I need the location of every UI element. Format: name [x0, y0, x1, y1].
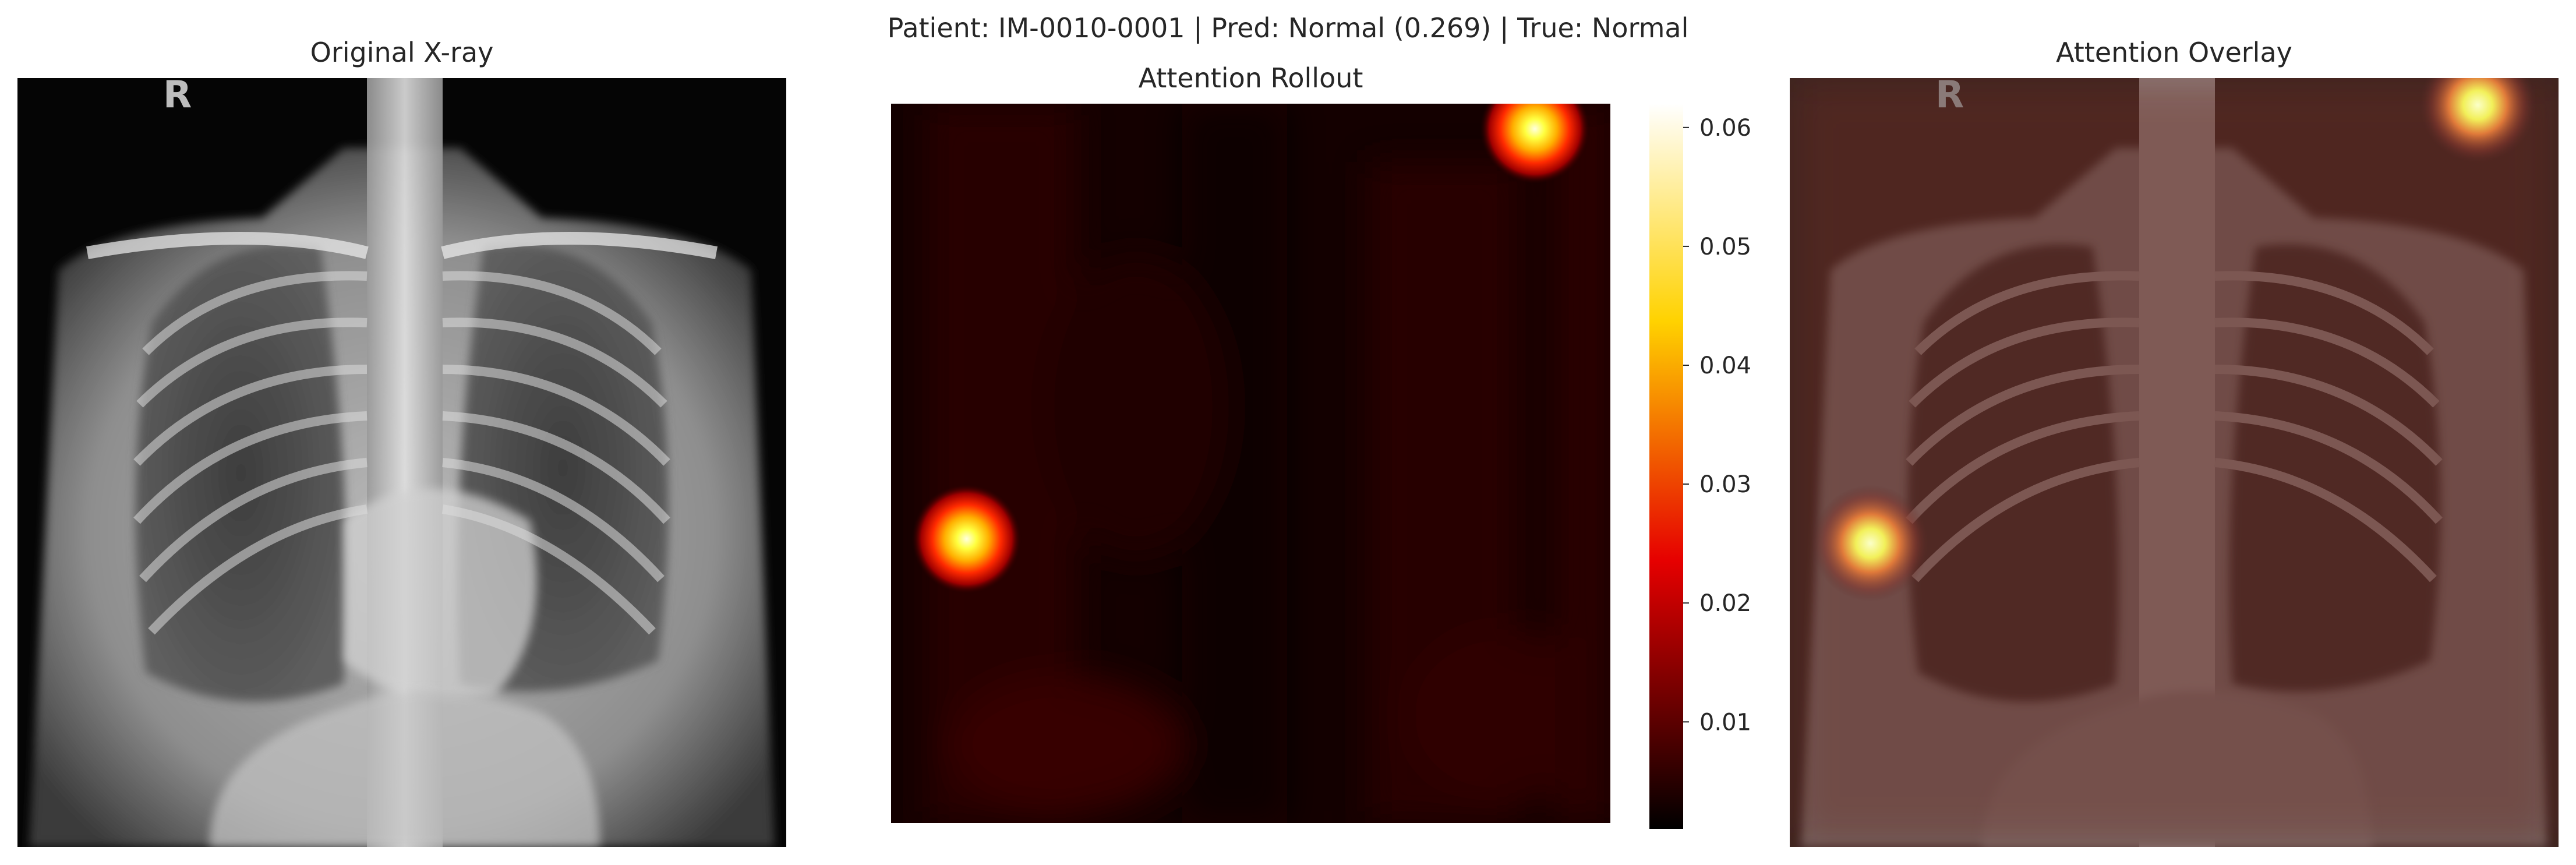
xray-panel-title: Original X-ray	[310, 37, 494, 68]
colorbar-gradient	[1649, 104, 1683, 829]
figure-suptitle: Patient: IM-0010-0001 | Pred: Normal (0.…	[887, 12, 1689, 44]
colorbar-tick-label: 0.05	[1699, 234, 1751, 260]
colorbar-tick-label: 0.01	[1699, 709, 1751, 736]
overlay-marker-label: R	[1935, 78, 1964, 116]
overlay-hotspot-1	[2419, 78, 2536, 164]
heatmap-hotspot-2	[911, 483, 1022, 595]
heatmap-hotspots	[911, 104, 1591, 595]
heatmap-canvas	[891, 104, 1610, 823]
rollout-panel-title: Attention Rollout	[1138, 62, 1363, 94]
colorbar-tick-label: 0.04	[1699, 352, 1751, 379]
overlay-panel-title: Attention Overlay	[2056, 37, 2292, 68]
overlay-hotspot-2	[1812, 485, 1929, 602]
overlay-hotspots	[1812, 78, 2536, 602]
colorbar-tick-label: 0.02	[1699, 590, 1751, 617]
xray-marker-label: R	[163, 78, 192, 116]
xray-image: R	[17, 78, 786, 847]
heatmap-hotspot-1	[1479, 104, 1591, 185]
overlay-drawing: R	[1790, 78, 2559, 847]
colorbar-tick-label: 0.03	[1699, 471, 1751, 498]
heatmap-background-texture	[926, 104, 1610, 823]
xray-drawing: R	[17, 78, 786, 847]
colorbar-tick-label: 0.06	[1699, 115, 1751, 142]
attention-rollout-heatmap	[891, 104, 1610, 823]
colorbar: 0.01 0.02 0.03 0.04 0.05 0.06	[1649, 104, 1751, 829]
colorbar-ticks: 0.01 0.02 0.03 0.04 0.05 0.06	[1683, 115, 1751, 736]
attention-overlay-image: R	[1790, 78, 2559, 847]
